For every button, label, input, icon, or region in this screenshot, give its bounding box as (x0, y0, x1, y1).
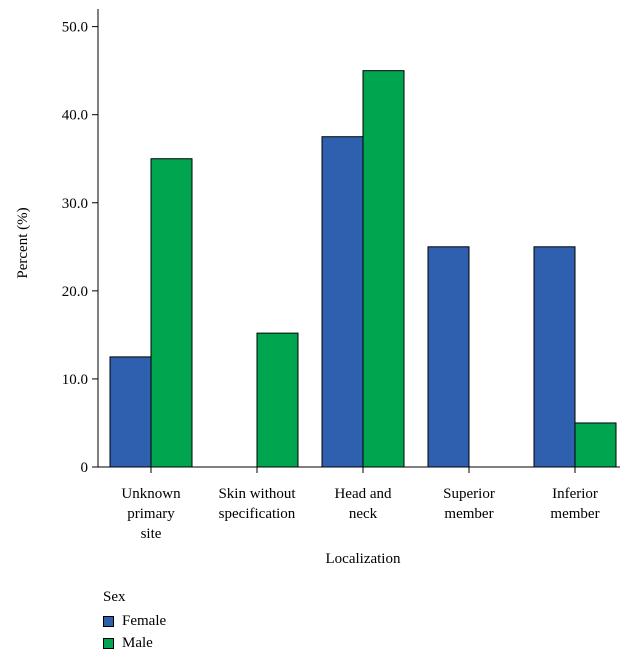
bar-male (150, 158, 193, 468)
bar-male (574, 422, 617, 468)
bar-male (362, 70, 405, 468)
legend-item-male: Male (103, 632, 166, 654)
x-tick-label: Head and neck (334, 486, 392, 522)
bar-female (427, 246, 470, 468)
bar-male (256, 332, 299, 468)
x-tick-label: Skin without specification (218, 486, 296, 522)
legend-swatch-male (103, 637, 114, 649)
legend: Sex Female Male (103, 588, 166, 654)
legend-item-female: Female (103, 610, 166, 632)
legend-swatch-female (103, 615, 114, 627)
x-tick-label: Unknown primary site (121, 486, 181, 542)
bar-female (109, 356, 152, 468)
x-tick-label: Superior member (443, 486, 495, 522)
x-axis-label: Localization (326, 551, 401, 567)
bar-female (321, 136, 364, 468)
legend-label-male: Male (122, 634, 153, 651)
y-tick-label: 30.0 (62, 196, 88, 212)
legend-title: Sex (103, 589, 126, 605)
y-tick-label: 10.0 (62, 372, 88, 388)
y-tick-label: 20.0 (62, 284, 88, 300)
y-tick-label: 40.0 (62, 108, 88, 124)
bar-female (533, 246, 576, 468)
y-tick-label: 50.0 (62, 20, 88, 36)
x-tick-label: Inferior member (550, 486, 599, 522)
bars (109, 70, 617, 468)
y-axis-label: Percent (%) (15, 207, 31, 278)
legend-label-female: Female (122, 612, 167, 629)
y-axis-ticks: 0 10.0 20.0 30.0 40.0 50.0 (62, 20, 98, 476)
bar-chart: 0 10.0 20.0 30.0 40.0 50.0 Unknown primary site… (15, 9, 620, 567)
y-tick-label: 0 (81, 460, 89, 476)
x-axis-ticks: Unknown primary site Skin without specificat… (121, 467, 600, 542)
